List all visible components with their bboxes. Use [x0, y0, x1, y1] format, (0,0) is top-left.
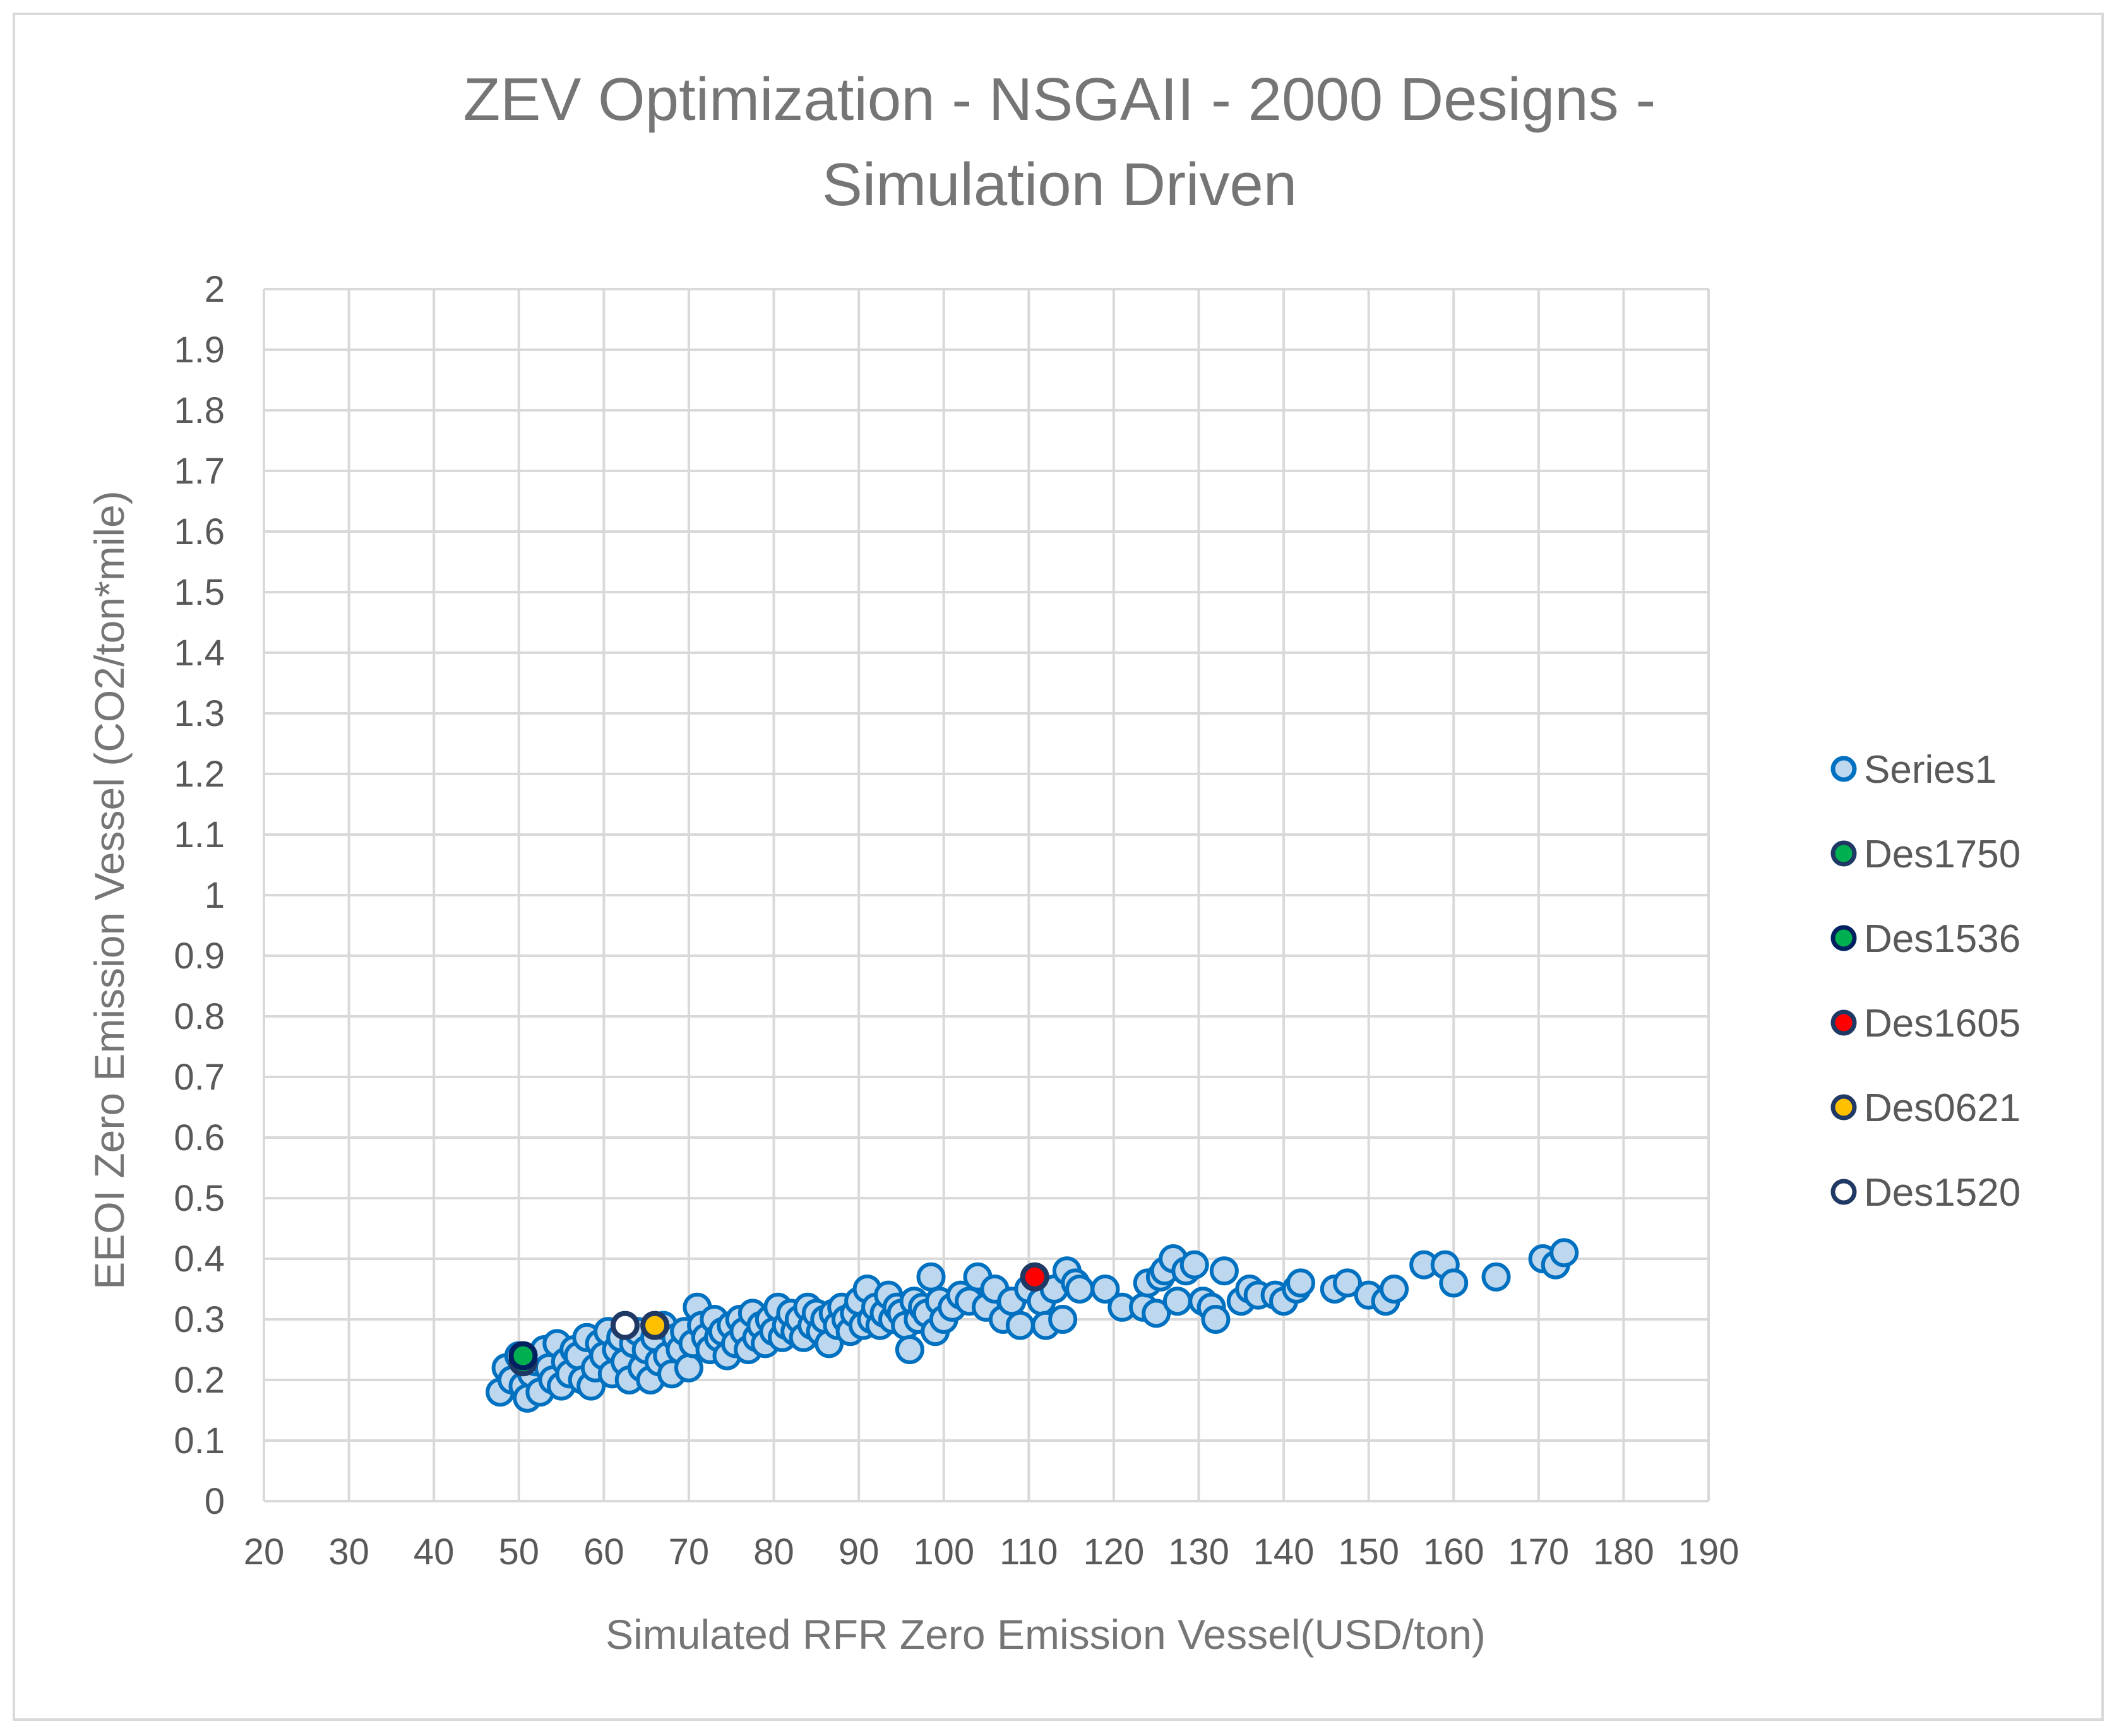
y-tick-label: 1.4	[174, 633, 225, 674]
point-des1605	[1020, 1262, 1049, 1292]
point-series1	[916, 1262, 946, 1292]
point-series1	[1481, 1262, 1511, 1292]
x-tick-label: 80	[753, 1531, 794, 1573]
point-series1	[1065, 1275, 1095, 1304]
y-tick-label: 2	[205, 269, 225, 310]
x-tick-label: 160	[1423, 1531, 1484, 1573]
y-tick-labels: 0 0.1 0.2 0.3 0.4 0.5 0.6 0.7 0.8 0.9 1 1.1 1.2 1.3 1.…	[174, 269, 225, 1522]
legend-marker-des1750	[1830, 840, 1857, 867]
x-axis-title: Simulated RFR Zero Emission Vessel(USD/t…	[606, 1611, 1486, 1658]
legend: Series1 Des1750 Des1536 Des1605 Des0621 Des15…	[1830, 748, 2021, 1215]
y-tick-label: 1	[205, 875, 225, 916]
y-tick-label: 0.8	[174, 996, 225, 1037]
legend-label-series1: Series1	[1864, 748, 1997, 792]
point-des1536	[508, 1341, 538, 1370]
legend-marker-des1520	[1830, 1179, 1857, 1205]
y-tick-label: 0.7	[174, 1057, 225, 1098]
y-tick-label: 0.4	[174, 1239, 225, 1280]
x-tick-label: 20	[244, 1531, 285, 1573]
x-tick-label: 100	[913, 1531, 974, 1573]
chart-title-line-1: ZEV Optimization - NSGAII - 2000 Designs…	[463, 66, 1656, 133]
y-tick-label: 0.3	[174, 1299, 225, 1340]
x-tick-label: 110	[1000, 1531, 1058, 1573]
y-tick-label: 0.6	[174, 1117, 225, 1158]
point-series1	[1549, 1238, 1579, 1268]
point-series1	[1162, 1287, 1192, 1316]
y-tick-label: 1.3	[174, 693, 225, 734]
chart-title-line-2: Simulation Driven	[822, 151, 1297, 218]
y-tick-label: 1.8	[174, 390, 225, 431]
y-tick-label: 1.6	[174, 511, 225, 552]
y-tick-label: 0.5	[174, 1178, 225, 1219]
y-tick-label: 0.1	[174, 1420, 225, 1461]
x-tick-label: 90	[839, 1531, 880, 1573]
legend-marker-des0621	[1830, 1094, 1857, 1121]
chart-frame	[13, 13, 2104, 1721]
point-des1520	[611, 1311, 640, 1340]
point-series1	[1179, 1250, 1209, 1280]
legend-label-des1750: Des1750	[1864, 833, 2021, 876]
y-tick-label: 1.9	[174, 330, 225, 371]
point-series1	[1333, 1268, 1362, 1298]
point-series1	[1380, 1275, 1409, 1304]
legend-label-des0621: Des0621	[1864, 1086, 2021, 1130]
x-tick-label: 140	[1253, 1531, 1315, 1573]
point-series1	[895, 1335, 924, 1364]
x-tick-label: 50	[499, 1531, 540, 1573]
x-tick-label: 180	[1593, 1531, 1654, 1573]
legend-label-des1520: Des1520	[1864, 1171, 2021, 1215]
x-tick-label: 60	[583, 1531, 624, 1573]
point-series1	[1142, 1299, 1171, 1328]
y-tick-label: 1.5	[174, 572, 225, 613]
legend-marker-des1605	[1830, 1009, 1857, 1036]
y-axis-title: EEOI Zero Emission Vessel (CO2/ton*mile)	[86, 490, 133, 1289]
x-tick-label: 120	[1083, 1531, 1144, 1573]
legend-marker-des1536	[1830, 925, 1857, 951]
legend-label-des1605: Des1605	[1864, 1002, 2021, 1045]
x-tick-labels: 20 30 40 50 60 70 80 90 100 110 120 130 140 150 160 170…	[244, 1531, 1740, 1573]
legend-label-des1536: Des1536	[1864, 917, 2021, 961]
point-series1	[1048, 1305, 1078, 1334]
point-series1	[1439, 1268, 1469, 1298]
point-series1	[1201, 1305, 1231, 1334]
point-series1	[1005, 1311, 1035, 1340]
x-tick-label: 130	[1168, 1531, 1229, 1573]
y-tick-label: 0.2	[174, 1360, 225, 1401]
y-tick-label: 0	[205, 1481, 225, 1522]
legend-marker-series1	[1830, 756, 1857, 782]
x-tick-label: 30	[328, 1531, 369, 1573]
x-tick-label: 70	[669, 1531, 710, 1573]
x-tick-label: 150	[1338, 1531, 1399, 1573]
x-tick-label: 40	[414, 1531, 455, 1573]
data-points	[486, 1238, 1579, 1413]
y-tick-label: 1.7	[174, 451, 225, 492]
x-tick-label: 190	[1678, 1531, 1740, 1573]
y-tick-label: 1.1	[174, 814, 225, 855]
point-series1	[1090, 1275, 1120, 1304]
point-series1	[1209, 1256, 1239, 1286]
x-tick-label: 170	[1508, 1531, 1569, 1573]
point-series1	[1286, 1268, 1315, 1298]
point-series1	[674, 1353, 703, 1382]
y-tick-label: 1.2	[174, 754, 225, 795]
point-des0621	[640, 1311, 670, 1340]
y-tick-label: 0.9	[174, 936, 225, 977]
